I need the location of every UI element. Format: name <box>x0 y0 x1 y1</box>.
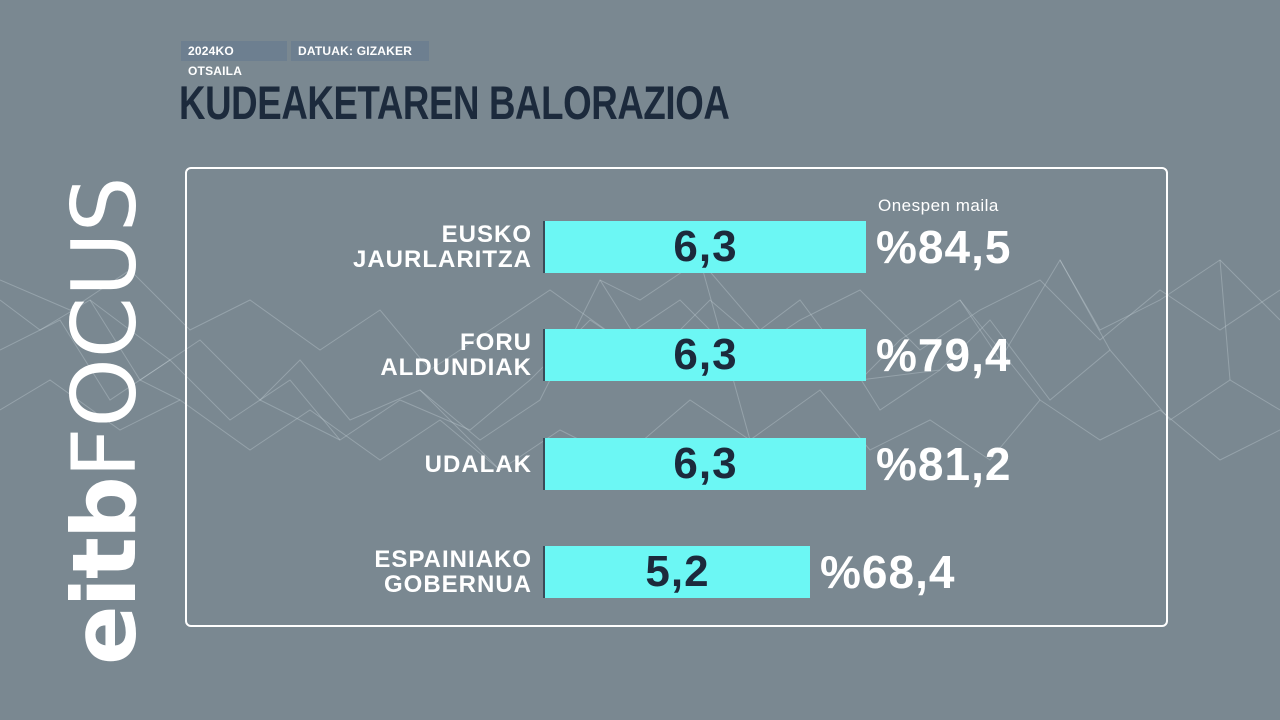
chart-panel <box>185 167 1168 627</box>
bar-value-label: 6,3 <box>673 222 738 271</box>
page-title: KUDEAKETAREN BALORAZIOA <box>179 76 730 129</box>
approval-value: %79,4 <box>876 329 1012 381</box>
row-label-line: JAURLARITZA <box>353 246 532 273</box>
row-label-line: EUSKO <box>441 221 532 248</box>
header-tags: 2024KO OTSAILA DATUAK: GIZAKER <box>181 41 429 78</box>
row-label-line: ESPAINIAKO <box>374 546 532 573</box>
bar-value-label: 6,3 <box>673 439 738 488</box>
row-label-line: GOBERNUA <box>383 571 532 598</box>
bar-axis-line <box>543 329 545 381</box>
row-label-line: FORU <box>460 329 532 356</box>
chart-row: UDALAK 6,3 %81,2 <box>0 438 1280 490</box>
bar: 6,3 <box>545 221 866 273</box>
approval-value: %81,2 <box>876 438 1012 490</box>
row-label: EUSKO JAURLARITZA <box>212 221 532 273</box>
bar: 5,2 <box>545 546 810 598</box>
approval-value: %84,5 <box>876 221 1012 273</box>
bar-value-label: 5,2 <box>645 547 710 596</box>
source-tag: DATUAK: GIZAKER <box>291 41 429 61</box>
chart-row: ESPAINIAKO GOBERNUA 5,2 %68,4 <box>0 546 1280 598</box>
row-label-line: ALDUNDIAK <box>380 354 532 381</box>
bar-axis-line <box>543 546 545 598</box>
row-label: UDALAK <box>212 438 532 490</box>
approval-column-header: Onespen maila <box>878 196 999 215</box>
bar: 6,3 <box>545 329 866 381</box>
row-label: FORU ALDUNDIAK <box>212 329 532 381</box>
bar-value-label: 6,3 <box>673 330 738 379</box>
approval-value: %68,4 <box>820 546 956 598</box>
bar: 6,3 <box>545 438 866 490</box>
chart-row: FORU ALDUNDIAK 6,3 %79,4 <box>0 329 1280 381</box>
row-label: ESPAINIAKO GOBERNUA <box>212 546 532 598</box>
date-tag: 2024KO OTSAILA <box>181 41 287 78</box>
chart-row: EUSKO JAURLARITZA 6,3 %84,5 <box>0 221 1280 273</box>
bar-axis-line <box>543 438 545 490</box>
bar-axis-line <box>543 221 545 273</box>
row-label-line: UDALAK <box>424 450 532 478</box>
